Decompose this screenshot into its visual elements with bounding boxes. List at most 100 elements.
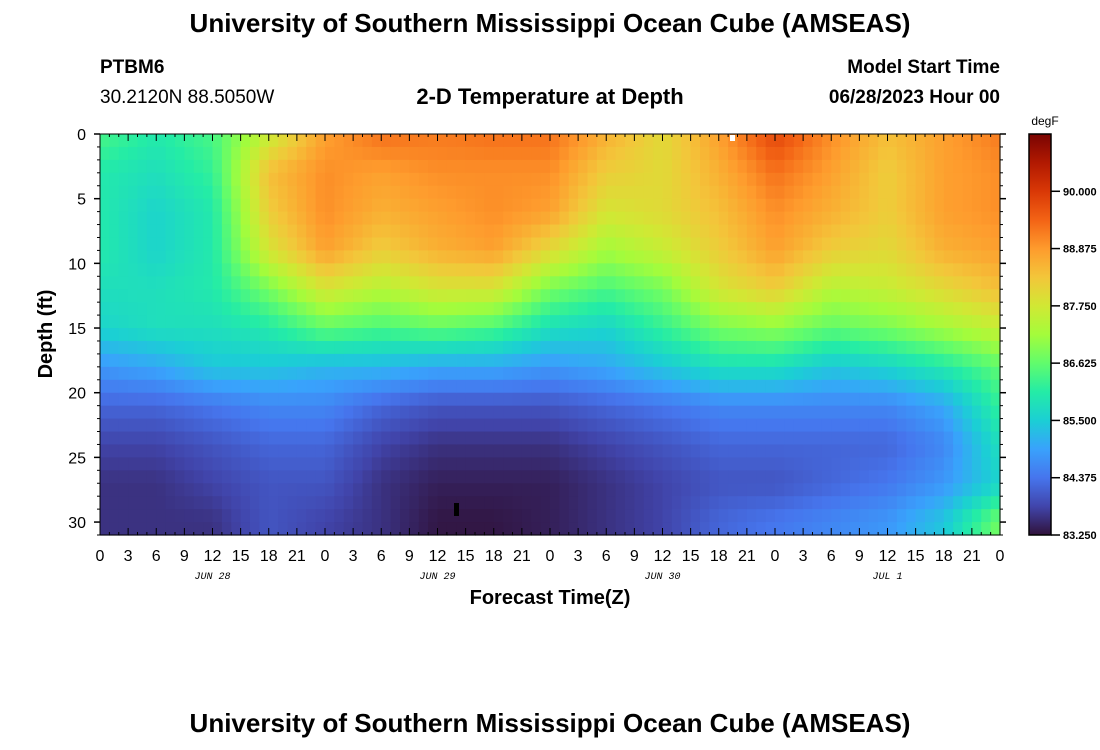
heatmap-cell bbox=[850, 198, 860, 213]
heatmap-cell bbox=[296, 315, 307, 329]
heatmap-cell bbox=[287, 159, 298, 174]
heatmap-cell bbox=[690, 237, 701, 252]
heatmap-cell bbox=[343, 522, 354, 536]
heatmap-cell bbox=[193, 470, 204, 484]
heatmap-cell bbox=[343, 379, 354, 394]
heatmap-cell bbox=[550, 172, 560, 187]
heatmap-cell bbox=[118, 289, 129, 303]
heatmap-cell bbox=[493, 483, 504, 497]
heatmap-cell bbox=[887, 431, 898, 446]
heatmap-cell bbox=[465, 470, 476, 484]
heatmap-cell bbox=[671, 483, 682, 497]
heatmap-cell bbox=[615, 250, 626, 264]
heatmap-cell bbox=[100, 224, 110, 239]
heatmap-cell bbox=[475, 289, 485, 303]
heatmap-cell bbox=[868, 392, 879, 407]
heatmap-cell bbox=[878, 366, 889, 381]
heatmap-cell bbox=[709, 302, 720, 316]
heatmap-cell bbox=[643, 457, 654, 471]
heatmap-cell bbox=[343, 315, 354, 329]
heatmap-cell bbox=[212, 289, 223, 303]
heatmap-cell bbox=[831, 302, 842, 316]
heatmap-cell bbox=[409, 263, 420, 277]
heatmap-cell bbox=[231, 146, 242, 161]
heatmap-cell bbox=[334, 340, 345, 355]
heatmap-cell bbox=[137, 328, 148, 342]
heatmap-cell bbox=[109, 392, 120, 407]
heatmap-cell bbox=[456, 302, 467, 316]
heatmap-cell bbox=[409, 366, 420, 381]
heatmap-cell bbox=[484, 302, 495, 316]
heatmap-cell bbox=[728, 418, 739, 433]
heatmap-cell bbox=[409, 315, 420, 329]
heatmap-cell bbox=[625, 457, 635, 471]
heatmap-cell bbox=[456, 276, 467, 290]
heatmap-cell bbox=[615, 211, 626, 226]
heatmap-cell bbox=[212, 444, 223, 458]
heatmap-cell bbox=[812, 224, 823, 239]
heatmap-cell bbox=[915, 496, 926, 510]
heatmap-cell bbox=[662, 198, 673, 213]
heatmap-cell bbox=[821, 470, 832, 484]
heatmap-cell bbox=[662, 289, 673, 303]
heatmap-cell bbox=[943, 431, 954, 446]
heatmap-cell bbox=[784, 483, 795, 497]
heatmap-cell bbox=[428, 276, 439, 290]
heatmap-cell bbox=[315, 340, 326, 355]
heatmap-cell bbox=[840, 250, 851, 264]
heatmap-cell bbox=[409, 250, 420, 264]
heatmap-cell bbox=[653, 237, 664, 252]
heatmap-cell bbox=[765, 289, 776, 303]
heatmap-cell bbox=[728, 198, 739, 213]
heatmap-cell bbox=[212, 146, 223, 161]
heatmap-cell bbox=[165, 444, 176, 458]
heatmap-cell bbox=[446, 379, 457, 394]
heatmap-cell bbox=[503, 211, 514, 226]
heatmap-cell bbox=[540, 146, 551, 161]
heatmap-cell bbox=[859, 340, 870, 355]
heatmap-cell bbox=[268, 483, 279, 497]
heatmap-cell bbox=[681, 276, 692, 290]
heatmap-cell bbox=[184, 134, 195, 148]
heatmap-cell bbox=[484, 328, 495, 342]
heatmap-cell bbox=[343, 444, 354, 458]
heatmap-cell bbox=[953, 366, 964, 381]
heatmap-cell bbox=[446, 185, 457, 200]
heatmap-cell bbox=[718, 302, 729, 316]
heatmap-cell bbox=[990, 328, 1001, 342]
heatmap-cell bbox=[512, 431, 523, 446]
heatmap-cell bbox=[446, 431, 457, 446]
heatmap-cell bbox=[775, 250, 785, 264]
heatmap-cell bbox=[943, 302, 954, 316]
heatmap-cell bbox=[156, 392, 167, 407]
heatmap-cell bbox=[878, 302, 889, 316]
heatmap-cell bbox=[578, 366, 589, 381]
heatmap-cell bbox=[990, 237, 1001, 252]
heatmap-cell bbox=[409, 146, 420, 161]
heatmap-cell bbox=[887, 211, 898, 226]
heatmap-cell bbox=[831, 470, 842, 484]
heatmap-cell bbox=[812, 263, 823, 277]
heatmap-cell bbox=[587, 340, 598, 355]
heatmap-cell bbox=[737, 276, 748, 290]
heatmap-cell bbox=[428, 457, 439, 471]
heatmap-cell bbox=[362, 185, 373, 200]
heatmap-cell bbox=[850, 289, 860, 303]
heatmap-cell bbox=[803, 379, 814, 394]
heatmap-cell bbox=[896, 159, 907, 174]
heatmap-cell bbox=[690, 522, 701, 536]
heatmap-cell bbox=[315, 289, 326, 303]
heatmap-cell bbox=[559, 211, 570, 226]
heatmap-cell bbox=[175, 457, 185, 471]
page-title: University of Southern Mississippi Ocean… bbox=[189, 8, 911, 38]
heatmap-cell bbox=[728, 496, 739, 510]
heatmap-cell bbox=[915, 431, 926, 446]
heatmap-cell bbox=[578, 159, 589, 174]
heatmap-cell bbox=[868, 237, 879, 252]
heatmap-cell bbox=[812, 366, 823, 381]
heatmap-cell bbox=[100, 263, 110, 277]
heatmap-cell bbox=[587, 353, 598, 368]
heatmap-cell bbox=[437, 379, 448, 394]
heatmap-cell bbox=[456, 353, 467, 368]
heatmap-cell bbox=[521, 302, 532, 316]
